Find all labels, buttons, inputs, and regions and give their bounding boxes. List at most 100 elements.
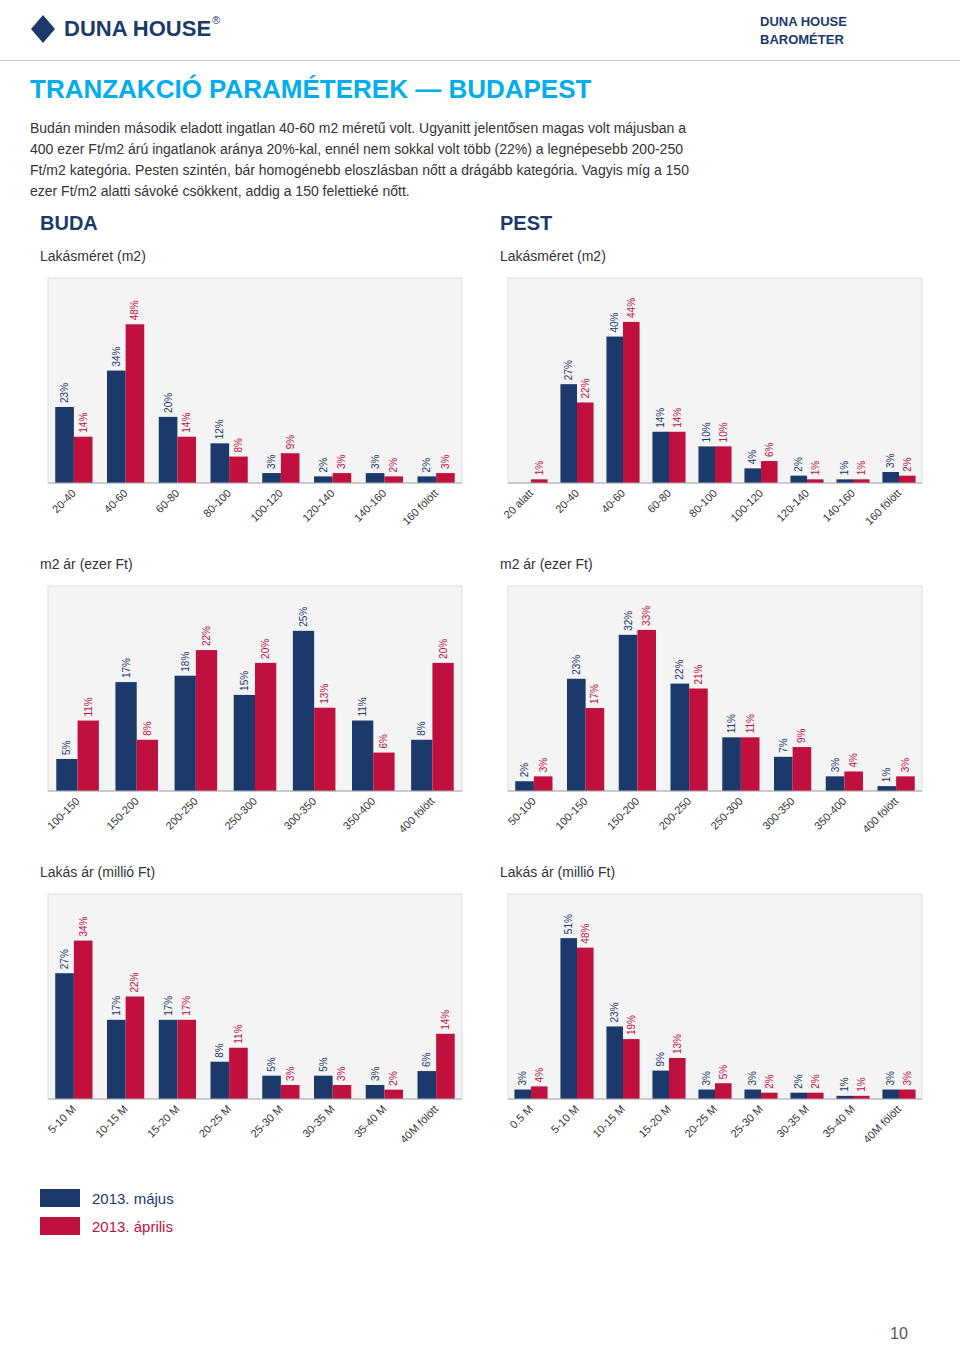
bar: [417, 1071, 436, 1099]
bar: [560, 938, 577, 1099]
data-label: 8%: [214, 1043, 225, 1058]
bar: [744, 468, 761, 483]
bar: [619, 635, 638, 791]
x-tick-label: 10-15 M: [590, 1103, 627, 1140]
logo-registered: ®: [212, 14, 220, 26]
bar: [314, 1076, 333, 1099]
bar: [790, 1093, 807, 1099]
x-tick-label: 15-20 M: [636, 1103, 673, 1140]
data-label: 4%: [534, 1068, 545, 1083]
bar: [234, 695, 255, 791]
data-labels: 5%17%18%15%25%11%8%11%8%22%20%13%6%20%: [61, 607, 448, 755]
bar: [262, 1076, 281, 1099]
data-label: 20%: [438, 639, 449, 659]
x-axis-line: [508, 483, 922, 484]
bar: [55, 407, 74, 483]
data-label: 20%: [163, 393, 174, 413]
chart-title: Lakás ár (millió Ft): [500, 864, 615, 880]
bar: [652, 432, 669, 483]
bar: [899, 1090, 916, 1099]
barometer-name: DUNA HOUSE: [760, 14, 847, 29]
bar: [196, 650, 217, 791]
bar: [670, 684, 689, 791]
x-tick-label: 5-10 M: [549, 1103, 582, 1136]
data-label: 8%: [142, 721, 153, 736]
data-labels: 3%51%23%9%3%3%2%1%3%4%48%19%13%5%2%2%1%3…: [517, 914, 913, 1092]
data-label: 3%: [885, 453, 896, 468]
bar: [314, 476, 333, 483]
bar: [229, 1048, 248, 1099]
bar: [384, 476, 403, 483]
data-label: 9%: [796, 729, 807, 744]
bar: [366, 1085, 385, 1099]
chart: 27%40%14%10%4%2%1%3%1%22%44%14%10%6%1%1%…: [500, 270, 930, 555]
x-tick-label: 20-25 M: [682, 1103, 719, 1140]
bar: [623, 1039, 640, 1099]
x-tick-label: 40-60: [101, 487, 129, 515]
x-tick-label: 350-400: [340, 795, 377, 832]
bar: [432, 663, 453, 791]
bar: [606, 1026, 623, 1099]
bar: [175, 676, 196, 791]
data-label: 14%: [78, 413, 89, 433]
x-tick-label: 20-25 M: [196, 1103, 233, 1140]
bar: [790, 476, 807, 483]
bar: [366, 473, 385, 483]
x-tick-label: 100-150: [45, 795, 82, 832]
x-tick-label: 100-120: [248, 487, 285, 524]
data-label: 3%: [885, 1071, 896, 1086]
data-label: 2%: [421, 458, 432, 473]
bar: [514, 1090, 531, 1099]
x-tick-label: 150-200: [104, 795, 141, 832]
x-tick-label: 35-40 M: [820, 1103, 857, 1140]
bar: [689, 689, 708, 792]
chart: 3%51%23%9%3%3%2%1%3%4%48%19%13%5%2%2%1%3…: [500, 886, 930, 1171]
x-tick-label: 50-100: [505, 795, 538, 828]
data-label: 4%: [747, 450, 758, 465]
x-tick-label: 140-160: [352, 487, 389, 524]
bar: [115, 682, 136, 791]
bar: [715, 1083, 732, 1099]
bar: [107, 1020, 126, 1099]
data-label: 17%: [111, 996, 122, 1016]
data-label: 14%: [181, 413, 192, 433]
data-label: 10%: [701, 422, 712, 442]
bar: [333, 1085, 352, 1099]
x-tick-label: 150-200: [605, 795, 642, 832]
bar: [126, 997, 145, 1100]
data-label: 8%: [416, 721, 427, 736]
bar: [78, 721, 99, 791]
x-tick-label: 80-100: [201, 487, 234, 520]
page-number: 10: [890, 1325, 908, 1343]
x-tick-label: 30-35 M: [300, 1103, 337, 1140]
bar: [177, 1020, 196, 1099]
data-label: 6%: [378, 734, 389, 749]
x-tick-label: 350-400: [812, 795, 849, 832]
bar: [531, 479, 548, 483]
bar: [531, 1086, 548, 1099]
x-tick-label: 25-30 M: [248, 1103, 285, 1140]
data-label: 17%: [589, 684, 600, 704]
data-label: 9%: [285, 435, 296, 450]
data-label: 8%: [233, 438, 244, 453]
chart-title: Lakás ár (millió Ft): [40, 864, 155, 880]
section-label: BUDA: [40, 212, 98, 235]
x-tick-label: 20-40: [50, 487, 78, 515]
chart-title: Lakásméret (m2): [500, 248, 606, 264]
legend-entry: 2013. április: [92, 1218, 173, 1235]
data-label: 3%: [830, 758, 841, 773]
data-label: 13%: [319, 684, 330, 704]
legend-swatch: [40, 1189, 80, 1207]
data-label: 17%: [181, 996, 192, 1016]
bar: [74, 941, 93, 1099]
data-label: 1%: [534, 461, 545, 476]
bar: [384, 1090, 403, 1099]
bar: [698, 1090, 715, 1099]
data-label: 34%: [78, 916, 89, 936]
bars: [515, 630, 915, 791]
x-tick-label: 5-10 M: [45, 1103, 78, 1136]
data-label: 34%: [111, 346, 122, 366]
data-label: 3%: [336, 455, 347, 470]
plot-area: [508, 894, 922, 1099]
x-tick-label: 80-100: [687, 487, 720, 520]
